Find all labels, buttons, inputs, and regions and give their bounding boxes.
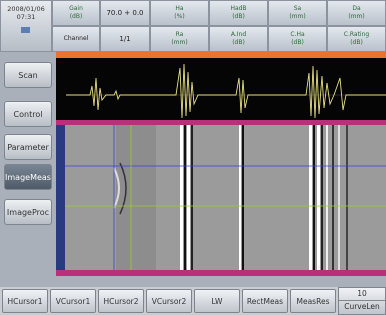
menu-button[interactable]: Parameter	[4, 134, 52, 160]
gain-label: Gain(dB)	[52, 0, 100, 26]
field-text: (mm)	[328, 13, 385, 21]
app-window: 2008/01/06 07:31 Gain(dB) 70.0 + 0.0 Cha…	[0, 0, 386, 315]
channel-label: Channel	[52, 26, 100, 52]
field-text: HadB	[210, 5, 267, 13]
menu-button[interactable]: ImageMeas	[4, 164, 52, 190]
menu-button[interactable]: Scan	[4, 62, 52, 88]
curve-value: 10	[339, 288, 385, 301]
curve-length[interactable]: 10 CurveLen	[338, 287, 386, 315]
field-text: (%)	[151, 13, 208, 21]
toolbar-button[interactable]: HCursor2	[98, 289, 144, 313]
toolbar-button[interactable]: LW	[194, 289, 240, 313]
header-field: Ha(%)	[150, 0, 209, 26]
field-text: A.Ind	[210, 31, 267, 39]
gain-value: 70.0 + 0.0	[100, 0, 150, 26]
header-field: A.Ind(dB)	[209, 26, 268, 52]
date: 2008/01/06	[1, 5, 51, 13]
icon	[20, 25, 32, 35]
header-field: HadB(dB)	[209, 0, 268, 26]
field-text: (mm)	[269, 13, 326, 21]
field-text: (dB)	[210, 39, 267, 47]
menu-button[interactable]: Control	[4, 101, 52, 127]
field-text: (mm)	[151, 39, 208, 47]
toolbar-button[interactable]: HCursor1	[2, 289, 48, 313]
header-field: C.Ha(dB)	[268, 26, 327, 52]
field-text: (dB)	[269, 39, 326, 47]
status-box: 2008/01/06 07:31	[0, 0, 52, 52]
toolbar-button[interactable]: VCursor2	[146, 289, 192, 313]
time: 07:31	[1, 13, 51, 21]
header-field: Sa(mm)	[268, 0, 327, 26]
curve-label: CurveLen	[339, 301, 385, 313]
field-text: (dB)	[328, 39, 385, 47]
scan-view	[56, 58, 386, 287]
header-field: C.Rating(dB)	[327, 26, 386, 52]
field-text: Ha	[151, 5, 208, 13]
field-text: (dB)	[210, 13, 267, 21]
toolbar-button[interactable]: MeasRes	[290, 289, 336, 313]
field-text: Da	[328, 5, 385, 13]
toolbar-button[interactable]: RectMeas	[242, 289, 288, 313]
header-field: Da(mm)	[327, 0, 386, 26]
field-text: C.Ha	[269, 31, 326, 39]
field-text: Ra	[151, 31, 208, 39]
channel-value: 1/1	[100, 26, 150, 52]
field-text: C.Rating	[328, 31, 385, 39]
field-text: Sa	[269, 5, 326, 13]
menu-button[interactable]: ImageProc	[4, 199, 52, 225]
toolbar-button[interactable]: VCursor1	[50, 289, 96, 313]
header-field: Ra(mm)	[150, 26, 209, 52]
